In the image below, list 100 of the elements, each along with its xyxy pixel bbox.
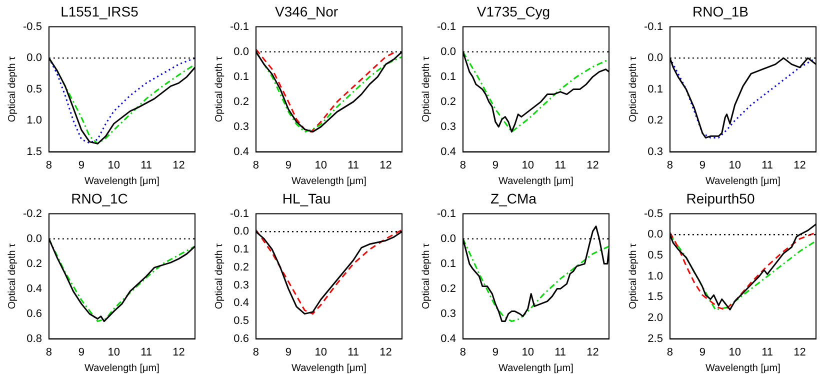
y-tick-label: 0.6 — [26, 308, 42, 320]
x-tick-label: 11 — [762, 346, 774, 358]
y-tick-label: 0.0 — [234, 46, 249, 58]
y-tick-label: 0.0 — [440, 232, 456, 245]
y-tick-label: 1.5 — [26, 146, 42, 158]
y-tick-label: 1.5 — [648, 291, 663, 304]
x-tick-label: 12 — [172, 346, 185, 358]
y-tick-label: -0.5 — [22, 20, 42, 33]
x-tick-label: 12 — [586, 346, 599, 358]
x-tick-label: 12 — [794, 159, 806, 172]
y-tick-label: 0.1 — [440, 70, 456, 83]
x-tick-label: 8 — [252, 159, 260, 172]
y-axis-title: Optical depth τ — [6, 56, 18, 122]
chart-title: RNO_1C — [71, 190, 128, 206]
y-tick-label: 0.2 — [648, 114, 663, 127]
x-tick-label: 8 — [46, 346, 52, 358]
chart-title: Z_CMa — [490, 190, 537, 206]
y-tick-label: 0.2 — [234, 96, 249, 108]
y-axis-title: Optical depth τ — [628, 56, 639, 122]
y-tick-label: 0.1 — [648, 83, 663, 96]
x-tick-label: 9 — [492, 346, 498, 358]
chart-title: L1551_IRS5 — [60, 3, 139, 20]
x-tick-label: 12 — [172, 159, 185, 172]
chart-title: V346_Nor — [274, 3, 338, 20]
x-tick-label: 10 — [108, 346, 120, 358]
x-tick-label: 12 — [586, 159, 599, 172]
y-tick-label: 1.0 — [26, 114, 42, 127]
x-tick-label: 10 — [522, 346, 534, 358]
x-tick-label: 8 — [460, 159, 466, 172]
y-tick-label: 0.8 — [26, 332, 42, 345]
x-tick-label: 11 — [348, 159, 360, 172]
x-axis-title: Wavelength [μm] — [706, 362, 781, 374]
x-tick-label: 12 — [380, 346, 392, 358]
x-axis-title: Wavelength [μm] — [706, 176, 781, 187]
y-tick-label: 2.0 — [648, 312, 663, 324]
chart-title: RNO_1B — [692, 3, 749, 20]
y-tick-label: 0.0 — [648, 228, 663, 241]
y-tick-label: 0.2 — [234, 261, 249, 274]
x-tick-label: 8 — [666, 346, 674, 358]
x-axis-title: Wavelength [μm] — [292, 362, 367, 374]
chart-title: HL_Tau — [282, 190, 331, 206]
y-tick-label: 0.1 — [440, 258, 456, 270]
x-tick-label: 8 — [252, 346, 260, 358]
x-tick-label: 10 — [728, 159, 741, 172]
y-tick-label: 0.4 — [440, 332, 456, 345]
y-tick-label: 0.0 — [234, 226, 249, 238]
x-tick-label: 8 — [46, 159, 52, 172]
y-tick-label: 0.3 — [440, 120, 456, 133]
y-tick-label: 0.4 — [26, 282, 42, 295]
x-tick-label: 9 — [699, 346, 706, 358]
x-tick-label: 9 — [285, 159, 292, 172]
y-tick-label: -0.1 — [230, 208, 249, 220]
x-tick-label: 12 — [380, 159, 392, 172]
y-tick-label: -0.5 — [644, 208, 663, 220]
y-tick-label: 0.4 — [440, 146, 456, 158]
y-tick-label: 0.3 — [234, 120, 249, 133]
y-tick-label: -0.1 — [436, 208, 456, 220]
x-tick-label: 9 — [492, 159, 498, 172]
y-tick-label: 0.2 — [440, 282, 456, 295]
x-tick-label: 10 — [314, 159, 327, 172]
x-tick-label: 10 — [314, 346, 327, 358]
x-tick-label: 11 — [554, 159, 566, 172]
y-tick-label: 0.0 — [26, 52, 42, 64]
y-tick-label: 0.5 — [648, 250, 663, 262]
x-axis-title: Wavelength [μm] — [498, 176, 574, 187]
x-tick-label: 9 — [285, 346, 292, 358]
x-tick-label: 11 — [140, 159, 152, 172]
x-tick-label: 9 — [78, 346, 84, 358]
y-tick-label: -0.2 — [22, 208, 42, 220]
y-axis-title: Optical depth τ — [420, 56, 432, 122]
y-axis-title: Optical depth τ — [214, 56, 225, 122]
y-tick-label: 0.2 — [440, 96, 456, 108]
x-axis-title: Wavelength [μm] — [84, 362, 160, 374]
y-tick-label: 0.4 — [234, 297, 249, 310]
x-axis-title: Wavelength [μm] — [292, 176, 367, 187]
y-tick-label: 0.5 — [26, 83, 42, 96]
y-tick-label: 0.3 — [648, 146, 663, 158]
x-tick-label: 8 — [460, 346, 466, 358]
x-axis-title: Wavelength [μm] — [498, 362, 574, 374]
y-tick-label: 0.0 — [648, 52, 663, 64]
x-tick-label: 10 — [728, 346, 741, 358]
x-tick-label: 11 — [140, 346, 152, 358]
y-tick-label: 0.5 — [234, 314, 249, 327]
y-tick-label: 0.6 — [234, 332, 249, 345]
y-tick-label: 0.2 — [26, 258, 42, 270]
y-tick-label: -0.1 — [230, 20, 249, 33]
y-tick-label: -0.1 — [436, 20, 456, 33]
x-tick-label: 11 — [348, 346, 360, 358]
y-tick-label: 0.4 — [234, 146, 249, 158]
x-tick-label: 10 — [108, 159, 120, 172]
chart-title: V1735_Cyg — [476, 3, 550, 20]
x-tick-label: 10 — [522, 159, 534, 172]
x-axis-title: Wavelength [μm] — [84, 176, 160, 187]
x-tick-label: 12 — [794, 346, 806, 358]
y-tick-label: 0.1 — [234, 244, 249, 256]
x-tick-label: 8 — [666, 159, 674, 172]
x-tick-label: 9 — [699, 159, 706, 172]
y-tick-label: 0.3 — [234, 279, 249, 292]
y-tick-label: 0.0 — [440, 46, 456, 58]
y-axis-title: Optical depth τ — [628, 243, 639, 310]
